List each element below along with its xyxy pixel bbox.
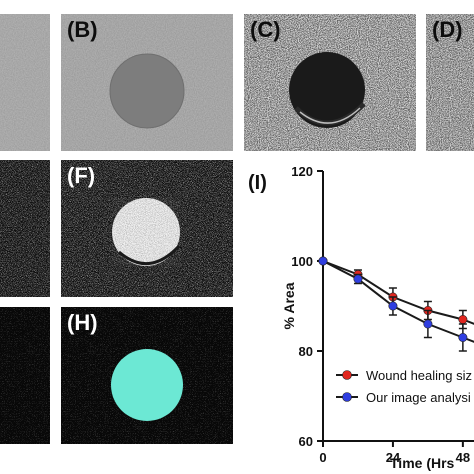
series-line: [322, 260, 474, 325]
x-tick-label: 0: [319, 450, 326, 465]
data-point: [458, 333, 468, 343]
panel-d-image: (D): [426, 14, 474, 151]
panel-label-h: (H): [67, 310, 98, 335]
panel-e-image: [0, 160, 50, 297]
panel-c-image: (C): [244, 14, 416, 151]
panel-a-image: [0, 14, 50, 151]
grayscale-micrograph: [0, 14, 50, 151]
x-tick-label: 24: [386, 450, 401, 465]
panel-label-b: (B): [67, 17, 98, 42]
data-point: [423, 319, 433, 329]
legend-label: Wound healing siz: [366, 368, 472, 383]
panel-h-image: (H): [61, 307, 233, 444]
data-point: [388, 301, 398, 311]
panel-b-image: (B): [61, 14, 233, 151]
legend-marker: [342, 370, 352, 380]
y-tick-label: 60: [299, 434, 313, 449]
y-axis-label: % Area: [281, 282, 297, 329]
y-tick-label: 120: [291, 164, 313, 179]
series-line: [322, 260, 474, 343]
panel-label-f: (F): [67, 163, 96, 188]
panel-f-image: (F): [61, 160, 233, 297]
data-point: [353, 274, 363, 284]
wound-region: [289, 52, 365, 128]
chart-panel-i: (I) 60 80 100 120 0 24 48 % Area Time (Hrs Wound …: [244, 160, 474, 474]
panel-label-i: (I): [248, 172, 267, 194]
data-point: [318, 256, 328, 266]
overlay-mask: [0, 307, 50, 444]
panel-label-d: (D): [432, 17, 463, 42]
y-tick-label: 80: [299, 344, 313, 359]
x-axis-label: Time (Hrs: [390, 455, 455, 471]
enhanced-micrograph: [244, 14, 416, 151]
line-chart: 60 80 100 120 0 24 48 % Area Time (Hrs Wound heal…: [281, 164, 474, 471]
x-tick-label: 48: [456, 450, 470, 465]
wound-region: [111, 349, 183, 421]
panel-label-c: (C): [250, 17, 281, 42]
binary-mask: [0, 160, 50, 297]
panel-g-image: [0, 307, 50, 444]
enhanced-micrograph: [426, 14, 474, 151]
data-point: [458, 315, 468, 325]
binary-mask: [61, 160, 233, 297]
legend-label: Our image analysi: [366, 390, 471, 405]
wound-region: [110, 54, 184, 128]
grayscale-micrograph: [61, 14, 233, 151]
legend-marker: [342, 392, 352, 402]
y-tick-label: 100: [291, 254, 313, 269]
overlay-mask: [61, 307, 233, 444]
